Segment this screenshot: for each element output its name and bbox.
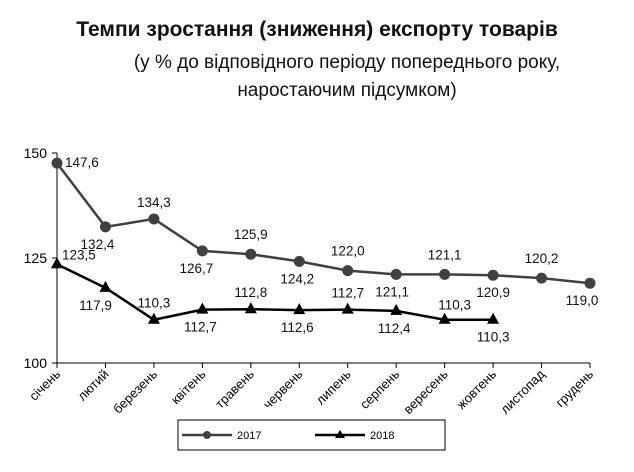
data-label-2018: 110,3 xyxy=(438,298,471,313)
data-label-2018: 117,9 xyxy=(79,298,112,313)
chart-subtitle-line1: (у % до відповідного періоду попередньог… xyxy=(133,52,561,73)
data-label-2017: 132,4 xyxy=(81,237,115,252)
data-point-2018 xyxy=(196,302,209,314)
legend-marker-2017 xyxy=(203,431,211,439)
data-label-2018: 112,8 xyxy=(234,285,267,300)
x-tick-label: квітень xyxy=(168,366,209,407)
data-point-2017 xyxy=(148,213,160,225)
x-tick-label: травень xyxy=(212,366,257,411)
data-point-2017 xyxy=(390,268,402,280)
data-point-2017 xyxy=(342,265,354,277)
data-label-2017: 126,7 xyxy=(179,261,213,276)
data-point-2017 xyxy=(584,277,596,289)
x-tick-label: грудень xyxy=(553,366,597,410)
y-tick-label: 150 xyxy=(24,145,48,161)
data-label-2017: 121,1 xyxy=(375,284,409,299)
data-point-2018 xyxy=(244,302,257,314)
data-point-2018 xyxy=(438,312,451,324)
data-label-2017: 121,1 xyxy=(428,247,462,262)
x-tick-label: жовтень xyxy=(454,366,500,412)
legend-label-2018: 2018 xyxy=(370,430,394,442)
legend xyxy=(177,419,446,451)
x-tick-label: березень xyxy=(110,366,160,416)
x-tick-label: липень xyxy=(313,366,354,407)
data-point-2018 xyxy=(147,312,160,324)
chart-subtitle-line2: наростаючим підсумком) xyxy=(237,80,457,101)
data-point-2017 xyxy=(99,221,111,233)
data-point-2017 xyxy=(245,248,257,260)
data-label-2018: 112,6 xyxy=(281,320,314,335)
data-label-2018: 123,5 xyxy=(62,247,96,262)
data-point-2018 xyxy=(293,303,306,315)
data-label-2017: 120,2 xyxy=(525,251,559,266)
data-label-2018: 112,4 xyxy=(378,321,411,336)
x-tick-label: листопад xyxy=(497,366,548,417)
data-label-2017: 119,0 xyxy=(566,293,599,308)
data-label-2017: 124,2 xyxy=(280,271,314,286)
x-tick-label: вересень xyxy=(400,366,450,416)
x-tick-label: січень xyxy=(26,366,63,403)
data-point-2017 xyxy=(487,269,499,281)
data-label-2018: 110,3 xyxy=(138,296,171,311)
data-label-2017: 147,6 xyxy=(65,155,99,170)
data-label-2017: 120,9 xyxy=(476,285,510,300)
y-tick-label: 100 xyxy=(24,355,48,371)
data-label-2017: 122,0 xyxy=(331,244,365,259)
data-point-2018 xyxy=(390,303,403,315)
data-point-2017 xyxy=(293,255,305,267)
data-point-2017 xyxy=(196,245,208,257)
data-label-2017: 134,3 xyxy=(137,195,171,210)
x-tick-label: серпень xyxy=(357,366,403,412)
data-point-2017 xyxy=(439,268,451,280)
chart-title: Темпи зростання (зниження) експорту това… xyxy=(76,18,558,41)
data-label-2018: 110,3 xyxy=(477,330,510,345)
x-tick-label: лютий xyxy=(74,367,111,404)
y-tick-label: 125 xyxy=(24,250,48,266)
series-line-2018 xyxy=(56,263,494,322)
data-label-2018: 112,7 xyxy=(184,320,217,335)
data-point-2017 xyxy=(536,272,548,284)
data-label-2018: 112,7 xyxy=(331,286,364,301)
x-tick-label: червень xyxy=(260,366,306,412)
legend-marker-2018 xyxy=(335,430,345,438)
legend-label-2017: 2017 xyxy=(237,430,261,442)
data-point-2017 xyxy=(51,157,63,169)
data-label-2017: 125,9 xyxy=(234,227,268,242)
series-line-2017 xyxy=(56,162,591,285)
data-point-2018 xyxy=(99,280,112,292)
data-point-2018 xyxy=(487,312,500,324)
data-point-2018 xyxy=(51,257,63,269)
data-point-2018 xyxy=(341,302,354,314)
